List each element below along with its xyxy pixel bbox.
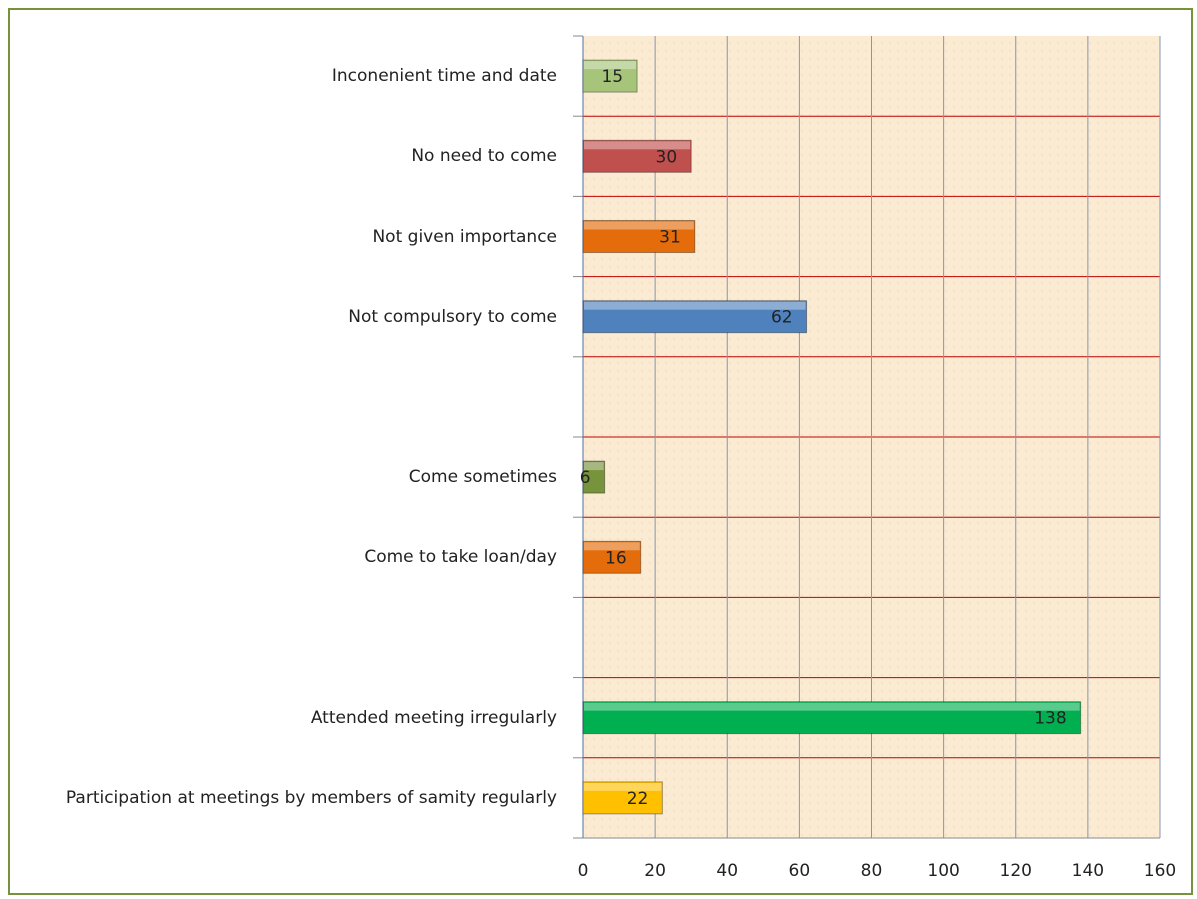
category-label: Participation at meetings by members of … xyxy=(65,787,557,808)
data-label: 6 xyxy=(580,468,591,488)
data-label: 30 xyxy=(656,147,678,167)
bar-highlight xyxy=(584,542,640,551)
bar xyxy=(582,59,638,93)
data-label: 62 xyxy=(771,308,793,328)
bar-highlight xyxy=(584,462,604,471)
data-label: 15 xyxy=(601,67,623,87)
bar xyxy=(582,701,1082,735)
x-tick-label: 120 xyxy=(1000,861,1032,881)
bar-highlight xyxy=(584,221,694,230)
bar xyxy=(582,540,642,574)
x-tick-label: 80 xyxy=(861,861,883,881)
category-label: Not given importance xyxy=(372,226,557,247)
category-label: Not compulsory to come xyxy=(348,306,557,327)
bar-highlight xyxy=(584,301,806,310)
x-tick-label: 160 xyxy=(1144,861,1176,881)
x-tick-label: 40 xyxy=(716,861,738,881)
category-label: Attended meeting irregularly xyxy=(310,707,557,728)
x-tick-label: 140 xyxy=(1072,861,1104,881)
category-label: Come sometimes xyxy=(408,467,557,488)
category-label: No need to come xyxy=(411,146,557,167)
x-tick-label: 60 xyxy=(789,861,811,881)
x-tick-label: 0 xyxy=(578,861,589,881)
data-label: 16 xyxy=(605,548,627,568)
bar xyxy=(582,220,696,253)
data-label: 31 xyxy=(659,228,681,248)
bar xyxy=(582,139,692,173)
bar-highlight xyxy=(584,141,691,150)
category-label: Inconenient time and date xyxy=(331,66,557,87)
bar-highlight xyxy=(584,702,1080,711)
data-label: 138 xyxy=(1034,709,1066,729)
frame xyxy=(8,8,1193,895)
bar xyxy=(582,300,808,334)
bar xyxy=(582,781,663,815)
x-tick-label: 100 xyxy=(927,861,959,881)
bar-highlight xyxy=(584,61,637,70)
data-label: 22 xyxy=(627,789,649,809)
x-tick-label: 20 xyxy=(644,861,666,881)
bar xyxy=(582,460,606,494)
category-label: Come to take loan/day xyxy=(364,547,557,568)
bar-highlight xyxy=(584,782,662,791)
